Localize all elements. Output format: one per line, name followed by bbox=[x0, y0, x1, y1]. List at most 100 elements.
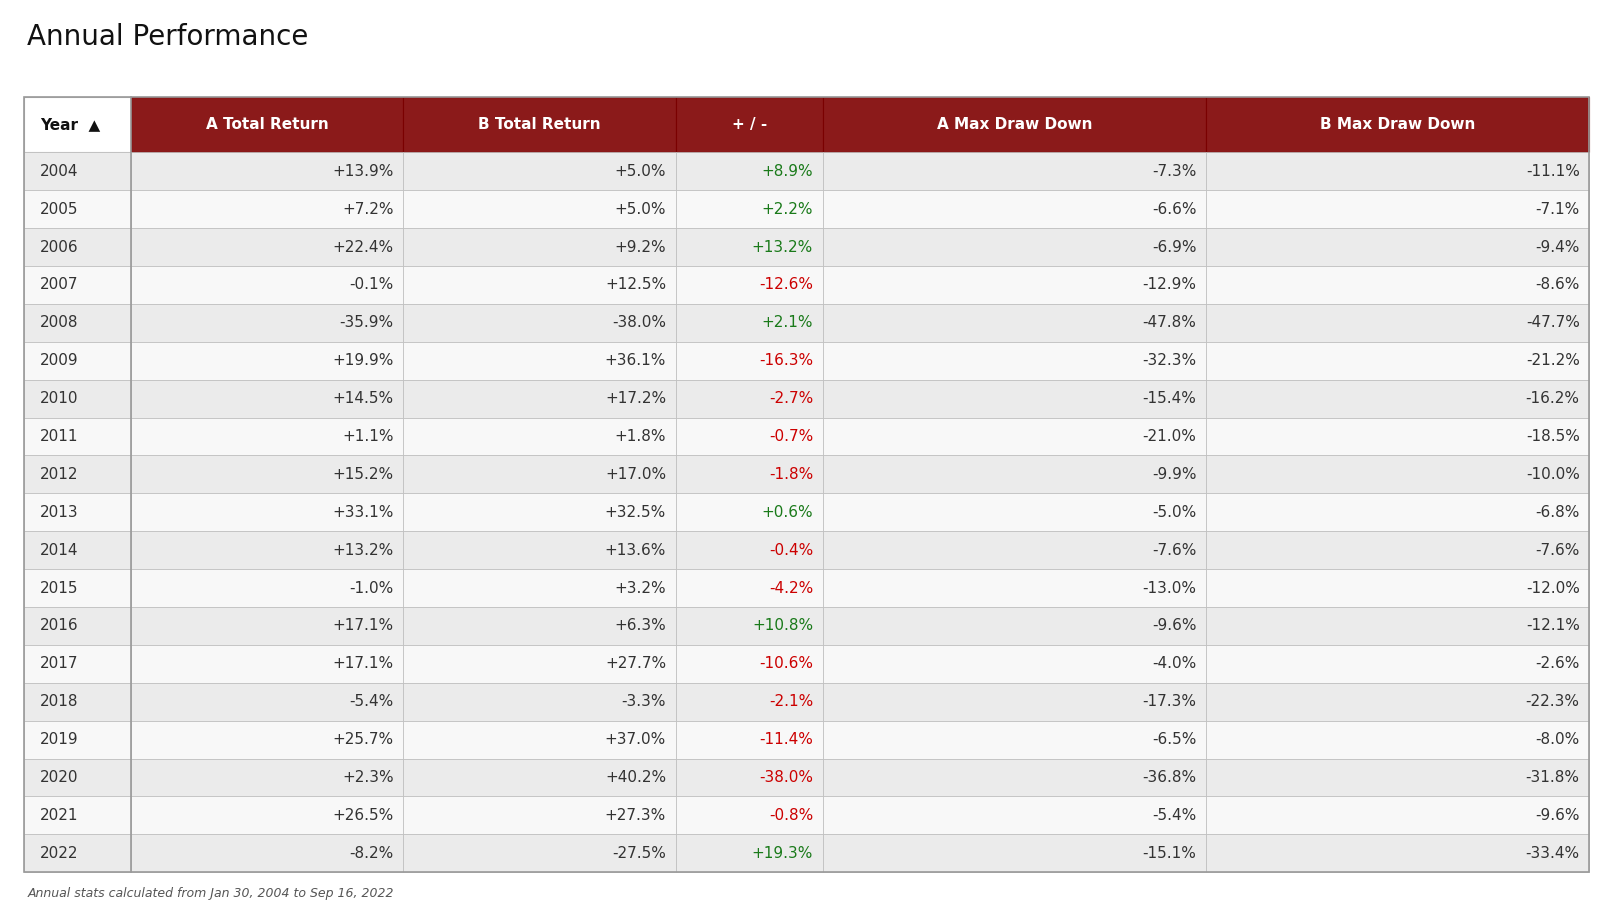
Text: +17.0%: +17.0% bbox=[604, 467, 665, 482]
Text: 2012: 2012 bbox=[40, 467, 79, 482]
Text: 2008: 2008 bbox=[40, 316, 79, 330]
Text: -10.6%: -10.6% bbox=[759, 656, 813, 671]
Text: -16.3%: -16.3% bbox=[759, 354, 813, 368]
Text: 2014: 2014 bbox=[40, 543, 79, 557]
Text: A Max Draw Down: A Max Draw Down bbox=[937, 117, 1093, 132]
Text: -1.8%: -1.8% bbox=[768, 467, 813, 482]
Text: +22.4%: +22.4% bbox=[333, 240, 394, 255]
Text: +12.5%: +12.5% bbox=[604, 278, 665, 293]
Text: -0.4%: -0.4% bbox=[768, 543, 813, 557]
Text: +32.5%: +32.5% bbox=[604, 505, 665, 520]
Text: +2.2%: +2.2% bbox=[762, 201, 813, 217]
Text: -6.6%: -6.6% bbox=[1152, 201, 1196, 217]
Text: -0.1%: -0.1% bbox=[350, 278, 394, 293]
Text: 2013: 2013 bbox=[40, 505, 79, 520]
Text: -0.7%: -0.7% bbox=[768, 429, 813, 444]
Text: +36.1%: +36.1% bbox=[604, 354, 665, 368]
Text: -7.1%: -7.1% bbox=[1535, 201, 1580, 217]
Text: +8.9%: +8.9% bbox=[762, 163, 813, 179]
Text: -11.1%: -11.1% bbox=[1525, 163, 1580, 179]
Text: -6.5%: -6.5% bbox=[1152, 732, 1196, 747]
Text: +2.1%: +2.1% bbox=[762, 316, 813, 330]
Text: 2007: 2007 bbox=[40, 278, 79, 293]
Text: +13.2%: +13.2% bbox=[752, 240, 813, 255]
Text: 2019: 2019 bbox=[40, 732, 79, 747]
Text: -8.6%: -8.6% bbox=[1535, 278, 1580, 293]
Text: -7.3%: -7.3% bbox=[1152, 163, 1196, 179]
Text: 2006: 2006 bbox=[40, 240, 79, 255]
Text: +2.3%: +2.3% bbox=[342, 770, 394, 785]
Text: 2015: 2015 bbox=[40, 581, 79, 595]
Text: -3.3%: -3.3% bbox=[622, 694, 665, 709]
Text: -31.8%: -31.8% bbox=[1525, 770, 1580, 785]
Text: -15.1%: -15.1% bbox=[1143, 845, 1196, 861]
Text: B Max Draw Down: B Max Draw Down bbox=[1319, 117, 1475, 132]
Text: -5.4%: -5.4% bbox=[1152, 808, 1196, 823]
Text: +10.8%: +10.8% bbox=[752, 618, 813, 633]
Text: +17.2%: +17.2% bbox=[604, 391, 665, 406]
Text: -12.0%: -12.0% bbox=[1525, 581, 1580, 595]
Text: -22.3%: -22.3% bbox=[1525, 694, 1580, 709]
Text: -12.1%: -12.1% bbox=[1525, 618, 1580, 633]
Text: Year  ▲: Year ▲ bbox=[40, 117, 100, 132]
Text: -9.6%: -9.6% bbox=[1535, 808, 1580, 823]
Text: -4.0%: -4.0% bbox=[1152, 656, 1196, 671]
Text: +3.2%: +3.2% bbox=[614, 581, 665, 595]
Text: -38.0%: -38.0% bbox=[759, 770, 813, 785]
Text: -8.2%: -8.2% bbox=[350, 845, 394, 861]
Text: -4.2%: -4.2% bbox=[768, 581, 813, 595]
Text: 2009: 2009 bbox=[40, 354, 79, 368]
Text: -38.0%: -38.0% bbox=[612, 316, 665, 330]
Text: -2.7%: -2.7% bbox=[768, 391, 813, 406]
Text: +5.0%: +5.0% bbox=[614, 201, 665, 217]
Text: +26.5%: +26.5% bbox=[333, 808, 394, 823]
Text: -35.9%: -35.9% bbox=[339, 316, 394, 330]
Text: +37.0%: +37.0% bbox=[604, 732, 665, 747]
Text: -16.2%: -16.2% bbox=[1525, 391, 1580, 406]
Text: -9.6%: -9.6% bbox=[1152, 618, 1196, 633]
Text: -33.4%: -33.4% bbox=[1525, 845, 1580, 861]
Text: +5.0%: +5.0% bbox=[614, 163, 665, 179]
Text: -1.0%: -1.0% bbox=[350, 581, 394, 595]
Text: -2.6%: -2.6% bbox=[1535, 656, 1580, 671]
Text: -9.4%: -9.4% bbox=[1535, 240, 1580, 255]
Text: 2016: 2016 bbox=[40, 618, 79, 633]
Text: +7.2%: +7.2% bbox=[342, 201, 394, 217]
Text: -6.9%: -6.9% bbox=[1152, 240, 1196, 255]
Text: -7.6%: -7.6% bbox=[1535, 543, 1580, 557]
Text: -8.0%: -8.0% bbox=[1535, 732, 1580, 747]
Text: 2022: 2022 bbox=[40, 845, 79, 861]
Text: +27.3%: +27.3% bbox=[604, 808, 665, 823]
Text: -11.4%: -11.4% bbox=[759, 732, 813, 747]
Text: -5.4%: -5.4% bbox=[350, 694, 394, 709]
Text: -15.4%: -15.4% bbox=[1143, 391, 1196, 406]
Text: +27.7%: +27.7% bbox=[604, 656, 665, 671]
Text: +6.3%: +6.3% bbox=[614, 618, 665, 633]
Text: +13.6%: +13.6% bbox=[604, 543, 665, 557]
Text: +1.1%: +1.1% bbox=[342, 429, 394, 444]
Text: 2005: 2005 bbox=[40, 201, 79, 217]
Text: -7.6%: -7.6% bbox=[1152, 543, 1196, 557]
Text: +17.1%: +17.1% bbox=[333, 656, 394, 671]
Text: -18.5%: -18.5% bbox=[1525, 429, 1580, 444]
Text: Annual stats calculated from Jan 30, 2004 to Sep 16, 2022: Annual stats calculated from Jan 30, 200… bbox=[27, 887, 394, 900]
Text: +33.1%: +33.1% bbox=[333, 505, 394, 520]
Text: -27.5%: -27.5% bbox=[612, 845, 665, 861]
Text: -32.3%: -32.3% bbox=[1143, 354, 1196, 368]
Text: +13.2%: +13.2% bbox=[333, 543, 394, 557]
Text: +15.2%: +15.2% bbox=[333, 467, 394, 482]
Text: 2011: 2011 bbox=[40, 429, 79, 444]
Text: -9.9%: -9.9% bbox=[1152, 467, 1196, 482]
Text: -6.8%: -6.8% bbox=[1535, 505, 1580, 520]
Text: -17.3%: -17.3% bbox=[1143, 694, 1196, 709]
Text: +14.5%: +14.5% bbox=[333, 391, 394, 406]
Text: -21.2%: -21.2% bbox=[1525, 354, 1580, 368]
Text: -2.1%: -2.1% bbox=[768, 694, 813, 709]
Text: 2018: 2018 bbox=[40, 694, 79, 709]
Text: +9.2%: +9.2% bbox=[614, 240, 665, 255]
Text: -12.6%: -12.6% bbox=[759, 278, 813, 293]
Text: A Total Return: A Total Return bbox=[206, 117, 329, 132]
Text: -21.0%: -21.0% bbox=[1143, 429, 1196, 444]
Text: 2021: 2021 bbox=[40, 808, 79, 823]
Text: -5.0%: -5.0% bbox=[1152, 505, 1196, 520]
